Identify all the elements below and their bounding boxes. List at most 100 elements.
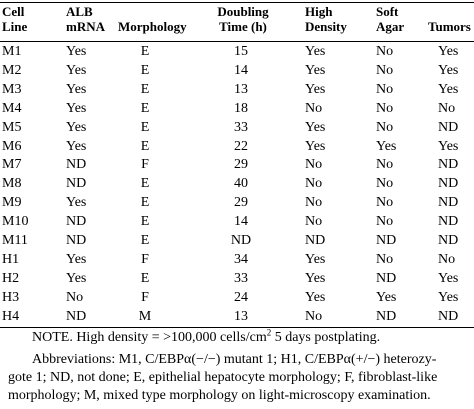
cell-morphology: E <box>140 233 150 248</box>
cell-cell-line: H3 <box>2 289 20 305</box>
abbreviations-line-2: gote 1; ND, not done; E, epithelial hepa… <box>8 370 438 385</box>
table-top-rule <box>0 2 474 3</box>
cell-alb-mrna: Yes <box>66 62 87 78</box>
header-cell-line-2: Line <box>2 19 28 34</box>
note-text: NOTE. High density = >100,000 cells/cm <box>32 330 267 345</box>
cell-high-density: Yes <box>305 289 326 305</box>
cell-soft-agar: No <box>376 119 394 135</box>
header-cell-line: Cell Line <box>2 4 27 34</box>
cell-tumors: Yes <box>438 62 459 78</box>
header-morphology-1 <box>118 4 187 19</box>
cell-cell-line: M4 <box>2 100 22 116</box>
cell-soft-agar: No <box>376 195 394 211</box>
cell-doubling-time: 13 <box>234 308 248 324</box>
cell-high-density: Yes <box>305 119 326 135</box>
cell-alb-mrna: Yes <box>66 195 87 211</box>
cell-high-density: No <box>305 308 323 324</box>
note-superscript: 2 <box>266 327 272 338</box>
header-alb-2: mRNA <box>66 19 105 34</box>
table-row: M3 Yes E 13 Yes No Yes <box>0 81 474 99</box>
cell-soft-agar: No <box>376 81 394 97</box>
cell-high-density: No <box>305 214 323 230</box>
cell-tumors: Yes <box>438 138 459 154</box>
cell-morphology: E <box>140 81 150 97</box>
cell-doubling-time: 29 <box>234 195 248 211</box>
cell-morphology: E <box>140 62 150 78</box>
cell-soft-agar: Yes <box>376 138 397 154</box>
header-doubling-2: Time (h) <box>219 19 267 34</box>
cell-tumors: ND <box>438 119 459 135</box>
table-row: M4 Yes E 18 No No No <box>0 100 474 118</box>
cell-soft-agar: No <box>376 214 394 230</box>
cell-alb-mrna: Yes <box>66 44 87 59</box>
cell-tumors: No <box>438 100 456 116</box>
cell-alb-mrna: Yes <box>66 251 87 267</box>
cell-cell-line: M1 <box>2 44 22 59</box>
cell-high-density: Yes <box>305 62 326 78</box>
table-abbreviations: Abbreviations: M1, C/EBPα(−/−) mutant 1;… <box>8 351 472 405</box>
cell-alb-mrna: ND <box>66 214 87 230</box>
table-row: M5 Yes E 33 Yes No ND <box>0 119 474 137</box>
abbreviations-line-3: morphology; M, mixed type morphology on … <box>8 388 431 403</box>
cell-tumors: ND <box>438 195 459 211</box>
header-tumors: Tumors <box>428 4 471 34</box>
cell-cell-line: M10 <box>2 214 29 230</box>
cell-morphology: E <box>140 176 150 192</box>
table-row: H1 Yes F 34 Yes No No <box>0 251 474 269</box>
cell-high-density: Yes <box>305 81 326 97</box>
cell-high-density: No <box>305 157 323 173</box>
cell-alb-mrna: ND <box>66 308 87 324</box>
header-tumors-2: Tumors <box>428 19 471 34</box>
cell-doubling-time: 33 <box>234 119 248 135</box>
cell-cell-line: M9 <box>2 195 22 211</box>
cell-morphology: E <box>140 195 150 211</box>
header-alb-1: ALB <box>66 4 93 19</box>
table-row: M9 Yes E 29 No No ND <box>0 194 474 212</box>
header-tumors-1 <box>428 4 471 19</box>
header-morphology-2: Morphology <box>118 19 187 34</box>
header-morphology: Morphology <box>118 4 187 34</box>
cell-cell-line: M6 <box>2 138 22 154</box>
cell-morphology: F <box>141 157 149 173</box>
cell-morphology: E <box>140 100 150 116</box>
abbreviations-line-1: Abbreviations: M1, C/EBPα(−/−) mutant 1;… <box>32 352 437 367</box>
note-text-suffix: 5 days postplating. <box>271 330 381 345</box>
header-high-density-2: Density <box>305 19 347 34</box>
cell-soft-agar: ND <box>376 233 397 248</box>
cell-tumors: ND <box>438 176 459 192</box>
cell-cell-line: M11 <box>2 233 28 248</box>
cell-morphology: E <box>140 270 150 286</box>
table-row: M6 Yes E 22 Yes Yes Yes <box>0 138 474 156</box>
cell-cell-line: M8 <box>2 176 22 192</box>
cell-tumors: ND <box>438 233 459 248</box>
cell-high-density: Yes <box>305 270 326 286</box>
cell-alb-mrna: Yes <box>66 81 87 97</box>
header-soft-agar-1: Soft <box>376 4 399 19</box>
cell-doubling-time: 15 <box>234 44 248 59</box>
cell-soft-agar: ND <box>376 270 397 286</box>
cell-cell-line: H2 <box>2 270 20 286</box>
cell-soft-agar: No <box>376 176 394 192</box>
table-row: H4 ND M 13 No ND ND <box>0 308 474 326</box>
cell-high-density: No <box>305 100 323 116</box>
cell-high-density: Yes <box>305 138 326 154</box>
table-row: M7 ND F 29 No No ND <box>0 156 474 174</box>
header-doubling-1: Doubling <box>217 4 269 19</box>
table-bottom-rule <box>0 327 474 328</box>
cell-soft-agar: No <box>376 157 394 173</box>
cell-morphology: F <box>141 289 149 305</box>
cell-soft-agar: ND <box>376 308 397 324</box>
cell-alb-mrna: Yes <box>66 138 87 154</box>
cell-high-density: No <box>305 176 323 192</box>
cell-alb-mrna: ND <box>66 233 87 248</box>
cell-doubling-time: 22 <box>234 138 248 154</box>
table-row: M1 Yes E 15 Yes No Yes <box>0 43 474 61</box>
cell-soft-agar: No <box>376 251 394 267</box>
cell-soft-agar: No <box>376 62 394 78</box>
header-cell-line-1: Cell <box>2 4 25 19</box>
cell-morphology: M <box>138 308 152 324</box>
cell-morphology: F <box>141 251 149 267</box>
cell-morphology: E <box>140 119 150 135</box>
cell-doubling-time: 40 <box>234 176 248 192</box>
cell-alb-mrna: Yes <box>66 100 87 116</box>
